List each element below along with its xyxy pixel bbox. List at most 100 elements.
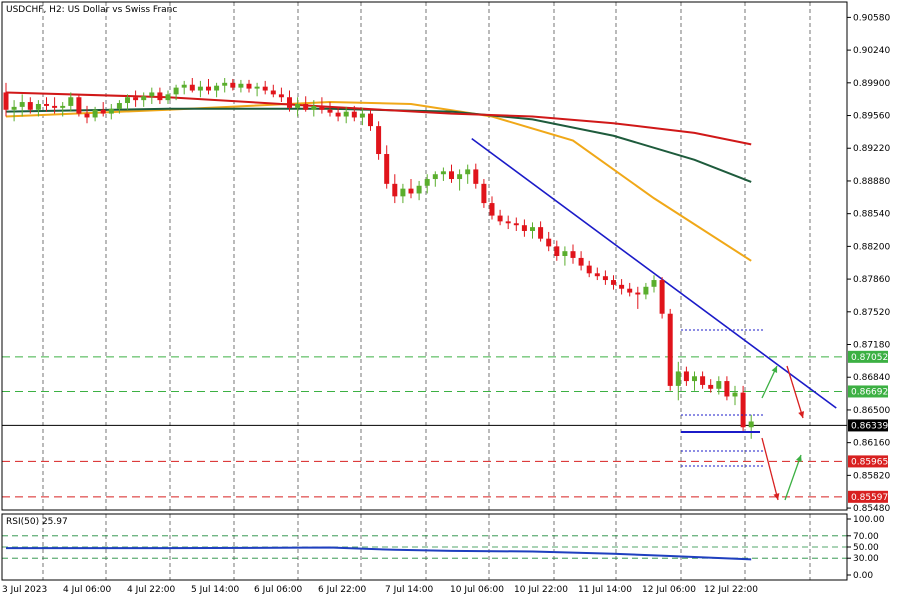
candle-body xyxy=(481,183,487,204)
rsi-line xyxy=(6,546,752,561)
symbol-label: USDCHF, H2: US Dollar vs Swiss Franc xyxy=(6,5,177,15)
rsi-indicator xyxy=(2,535,847,561)
time-axis: 3 Jul 2023 4 Jul 06:00 4 Jul 22:00 5 Jul 14… xyxy=(2,585,758,595)
candle-body xyxy=(546,238,552,247)
candle-body xyxy=(254,86,260,89)
trendline xyxy=(471,137,837,409)
time-tick-label: 10 Jul 06:00 xyxy=(450,585,504,595)
candle-body xyxy=(52,105,58,108)
candle-body xyxy=(708,384,714,389)
candle-body xyxy=(368,113,373,127)
candle-body xyxy=(578,257,584,266)
price-tag-box xyxy=(848,419,888,432)
rsi-tick-label: 0.00 xyxy=(853,571,873,581)
price-tag-box xyxy=(848,385,888,398)
candle-body xyxy=(84,113,90,118)
candle-body xyxy=(76,97,82,114)
candle-body xyxy=(659,280,665,314)
price-tag-box xyxy=(848,490,888,503)
projection-arrow-line xyxy=(761,437,779,501)
candle-body xyxy=(60,105,66,108)
candle-body xyxy=(27,102,33,110)
price-tick-label: 0.86160 xyxy=(853,439,890,449)
candle-body xyxy=(724,381,730,397)
candle-body xyxy=(538,227,544,239)
rsi-label: RSI(50) 25.97 xyxy=(6,517,68,527)
projection-arrow-head xyxy=(798,411,805,418)
price-tag-label: 0.85597 xyxy=(851,493,888,503)
price-tick-label: 0.89560 xyxy=(853,112,890,122)
candle-body xyxy=(740,392,746,428)
moving-average-line xyxy=(5,91,752,146)
time-tick-label: 4 Jul 22:00 xyxy=(127,585,176,595)
price-axis: 0.90580 0.90240 0.89900 0.89560 0.89220 0.888… xyxy=(847,13,890,581)
price-tag-label: 0.86692 xyxy=(851,387,888,397)
time-tick-label: 6 Jul 06:00 xyxy=(254,585,303,595)
price-tick-label: 0.89220 xyxy=(853,144,890,154)
candle-body xyxy=(530,227,535,231)
candle-body xyxy=(473,169,479,184)
candle-body xyxy=(262,86,268,91)
price-tick-label: 0.85820 xyxy=(853,471,890,481)
candle-body xyxy=(230,82,236,88)
projection-arrow-head xyxy=(771,366,778,373)
time-tick-label: 11 Jul 14:00 xyxy=(578,585,632,595)
candle-body xyxy=(206,86,211,91)
rsi-tick-label: 30.00 xyxy=(853,554,879,564)
price-tick-label: 0.86500 xyxy=(853,406,890,416)
candle-body xyxy=(748,421,754,428)
candle-body xyxy=(35,103,41,110)
candle-body xyxy=(619,284,625,289)
candle-body xyxy=(359,113,365,118)
candle-body xyxy=(92,109,98,118)
candle-body xyxy=(214,85,220,91)
price-tick-label: 0.87520 xyxy=(853,308,890,318)
candle-body xyxy=(165,94,171,101)
candle-body xyxy=(570,251,576,258)
candle-body xyxy=(133,97,139,101)
price-tag-box xyxy=(848,455,888,468)
price-tick-label: 0.86840 xyxy=(853,373,890,383)
projection-arrow-head xyxy=(773,493,780,500)
candle-body xyxy=(3,92,9,110)
candle-body xyxy=(116,103,122,109)
price-tick-label: 0.88880 xyxy=(853,177,890,187)
price-tick-label: 0.87180 xyxy=(853,341,890,351)
main-panel-frame xyxy=(1,1,848,511)
candle-body xyxy=(68,97,74,106)
candle-body xyxy=(384,154,390,184)
price-tag-label: 0.87052 xyxy=(851,353,888,363)
candle-body xyxy=(408,188,414,194)
candle-body xyxy=(497,215,503,222)
candle-body xyxy=(311,105,317,110)
level-lines xyxy=(2,356,847,498)
projection-arrow-line xyxy=(786,365,804,419)
candle-body xyxy=(295,103,301,108)
price-tick-label: 0.88540 xyxy=(853,210,890,220)
time-tick-label: 4 Jul 06:00 xyxy=(63,585,112,595)
candle-body xyxy=(432,174,438,180)
candle-body xyxy=(457,174,463,180)
price-tag-label: 0.85965 xyxy=(851,457,888,467)
candle-body xyxy=(700,376,706,385)
projection-arrow-head xyxy=(796,455,802,462)
candle-body xyxy=(424,179,430,186)
candle-body xyxy=(683,371,689,382)
candle-body xyxy=(278,94,284,98)
projection-markup xyxy=(681,329,805,501)
candle-body xyxy=(303,103,309,110)
candle-body xyxy=(44,103,49,106)
candle-body xyxy=(376,126,382,155)
time-tick-label: 7 Jul 14:00 xyxy=(385,585,434,595)
candle-body xyxy=(222,82,228,86)
candle-body xyxy=(125,97,130,104)
time-tick-label: 5 Jul 14:00 xyxy=(191,585,240,595)
candle-body xyxy=(327,109,333,113)
price-tick-label: 0.88200 xyxy=(853,242,890,252)
candle-body xyxy=(716,381,722,389)
price-tick-label: 0.90580 xyxy=(853,13,890,23)
candle-body xyxy=(351,111,357,118)
